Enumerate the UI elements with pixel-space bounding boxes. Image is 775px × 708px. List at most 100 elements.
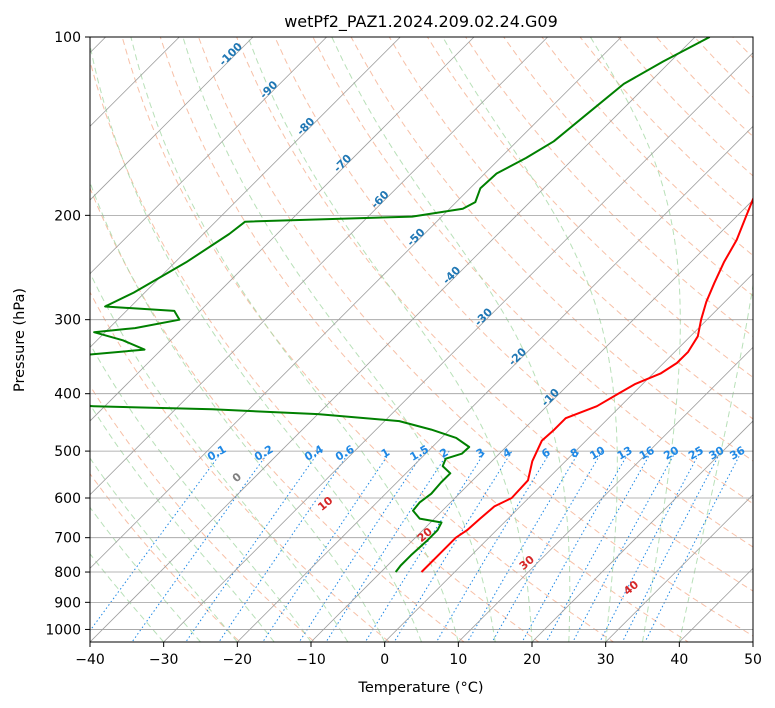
x-axis-label: Temperature (°C) (357, 680, 483, 696)
mixing-ratio-line (599, 450, 701, 642)
dry-adiabat-line (693, 37, 753, 98)
dry-adiabat-label: 10 (315, 494, 335, 514)
mixing-ratio-label: 0.4 (302, 442, 326, 463)
mixing-ratio-label: 10 (587, 444, 607, 463)
isotherm-line (752, 641, 753, 642)
dry-adiabat-line (159, 37, 690, 642)
moist-adiabat-line (90, 42, 422, 642)
x-tick-label: 10 (449, 652, 467, 668)
moist-adiabat-line (90, 181, 386, 642)
isotherm-label: -90 (257, 78, 280, 101)
dry-adiabat-line (388, 37, 753, 420)
x-tick-label: −30 (149, 652, 179, 668)
isotherm-line (90, 37, 327, 275)
mixing-ratio-label: 0.6 (333, 442, 357, 463)
dry-adiabat-line (90, 186, 465, 642)
isotherm-line (90, 37, 475, 422)
y-tick-label: 900 (54, 595, 81, 611)
y-tick-label: 700 (54, 531, 81, 547)
mixing-ratio-line (262, 450, 392, 642)
isotherm-line (531, 420, 753, 642)
chart-title: wetPf2_PAZ1.2024.209.02.24.G09 (284, 12, 558, 32)
dry-adiabat-label: 20 (415, 525, 435, 545)
dry-adiabat-label: 30 (517, 553, 537, 573)
moist-adiabat-line (331, 37, 571, 642)
moist-adiabat-line (678, 282, 753, 642)
dry-adiabat-line (503, 37, 753, 297)
dry-adiabat-line (426, 37, 753, 378)
x-tick-label: 40 (670, 652, 688, 668)
x-tick-label: −40 (75, 652, 105, 668)
dry-adiabat-line (121, 37, 615, 642)
y-tick-label: 800 (54, 565, 81, 581)
x-tick-label: 0 (380, 652, 389, 668)
y-tick-label: 500 (54, 444, 81, 460)
isotherm-line (458, 346, 753, 642)
mixing-ratio-label: 13 (615, 444, 635, 463)
mixing-ratio-label: 1 (379, 446, 392, 461)
dry-adiabat-line (655, 37, 753, 138)
dry-adiabat-label: 0 (230, 470, 244, 485)
mixing-ratio-line (325, 450, 450, 642)
mixing-ratio-line (644, 450, 743, 642)
mixing-ratio-label: 0.1 (205, 443, 228, 464)
moist-adiabat-line (90, 403, 275, 642)
mixing-ratio-label: 30 (707, 444, 727, 463)
moist-adiabat-line (589, 37, 681, 642)
isotherm-label: -40 (440, 264, 463, 287)
moist-adiabat-line (90, 271, 349, 642)
mixing-ratio-label: 6 (539, 445, 552, 460)
moist-adiabat-line (90, 553, 165, 642)
dry-adiabat-line (90, 384, 316, 642)
gridlines (90, 37, 753, 642)
moist-adiabat-line (90, 457, 238, 642)
isotherm-label: -60 (368, 188, 391, 211)
mixing-ratio-label: 36 (727, 444, 747, 463)
x-tick-label: −10 (296, 652, 326, 668)
x-tick-label: −20 (223, 652, 253, 668)
x-axis-ticks: −40 −30 −20 −10 0 10 20 30 40 50 (75, 642, 762, 668)
isotherm-line (163, 52, 753, 642)
isotherm-label: -100 (216, 40, 245, 69)
mixing-ratio-label: 20 (661, 444, 681, 463)
moist-adiabat-line (442, 37, 618, 642)
moist-adiabat-line (90, 342, 312, 642)
isotherm-line (605, 494, 753, 642)
dry-adiabat-label: 40 (621, 578, 641, 598)
x-tick-label: 30 (597, 652, 615, 668)
isotherm-line (237, 125, 753, 642)
isotherm-line (90, 37, 254, 201)
isotherm-label: -20 (506, 345, 529, 368)
isotherm-line (90, 37, 548, 496)
series-layer (90, 37, 753, 573)
isotherm-label: -10 (539, 386, 562, 409)
mixing-ratio-line (621, 450, 722, 642)
dry-adiabat-line (465, 37, 753, 338)
y-tick-label: 200 (54, 208, 81, 224)
y-tick-label: 100 (54, 30, 81, 46)
moist-adiabat-line (130, 37, 459, 642)
isotherm-line (90, 37, 696, 642)
dry-adiabat-line (541, 37, 753, 257)
isotherm-line (679, 567, 753, 642)
mixing-ratio-label: 4 (501, 445, 514, 460)
dry-adiabat-line (745, 10, 775, 654)
mixing-ratio-line (491, 450, 603, 642)
x-tick-label: 50 (744, 652, 762, 668)
mixing-ratio-label: 1.5 (408, 443, 431, 464)
mixing-ratio-line (298, 450, 425, 642)
x-tick-label: 20 (523, 652, 541, 668)
dewpoint-profile-line (90, 37, 711, 573)
isotherm-label: -80 (294, 115, 317, 138)
y-tick-label: 600 (54, 491, 81, 507)
isotherm-line (90, 37, 401, 348)
isotherm-label: -30 (472, 305, 495, 328)
temperature-profile-line (420, 196, 753, 573)
isotherm-line (384, 273, 753, 642)
mixing-ratio-line (393, 450, 513, 642)
isotherm-line (310, 199, 753, 642)
moist-adiabat-line (247, 37, 533, 642)
dry-adiabat-line (617, 37, 753, 177)
y-tick-label: 1000 (45, 622, 81, 638)
